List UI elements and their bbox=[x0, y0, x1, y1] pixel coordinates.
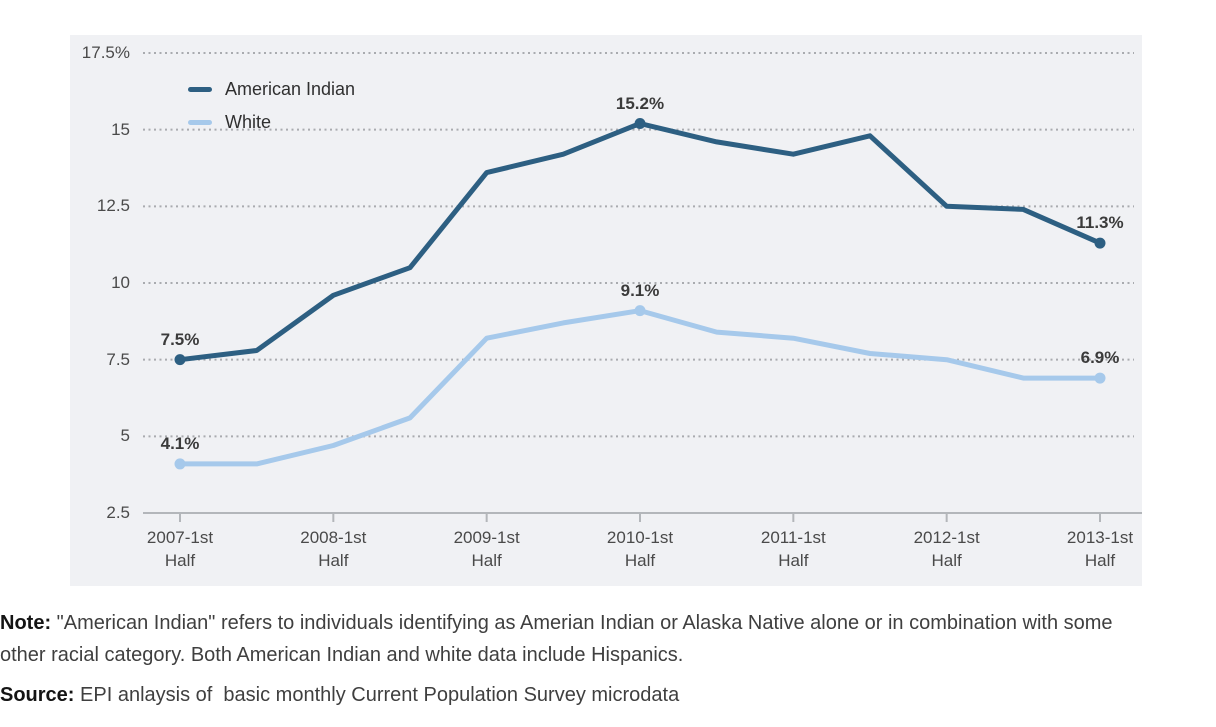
marker-american-indian-15.2%[interactable] bbox=[634, 118, 646, 130]
white-line-swatch bbox=[188, 120, 212, 125]
x-axis-label-2011-1st: 2011-1st Half bbox=[760, 528, 826, 570]
y-axis-label-5: 5 bbox=[120, 426, 130, 446]
y-axis-label-12.5: 12.5 bbox=[96, 196, 130, 216]
data-label-white-4.1%: 4.1% bbox=[160, 433, 200, 453]
y-axis-label-10: 10 bbox=[111, 273, 130, 292]
legend: American Indian White bbox=[188, 73, 355, 139]
note-label: Note: bbox=[0, 612, 52, 634]
marker-white-4.1%[interactable] bbox=[174, 458, 186, 470]
data-label-american-indian-11.3%: 11.3% bbox=[1076, 213, 1124, 233]
source-label: Source: bbox=[0, 684, 75, 706]
data-label-white-9.1%: 9.1% bbox=[620, 280, 660, 300]
chart-plot bbox=[143, 52, 1142, 522]
legend-item-white[interactable]: White bbox=[188, 106, 355, 139]
marker-white-9.1%[interactable] bbox=[634, 305, 646, 317]
chart-panel: American Indian White 17.5% 15 12.5 10 7.5 5 2… bbox=[70, 35, 1142, 586]
y-axis-label-17.5: 17.5% bbox=[81, 43, 130, 62]
x-axis-label-2008-1st: 2008-1st Half bbox=[300, 528, 367, 570]
y-axis-label-15: 15 bbox=[111, 119, 130, 139]
data-label-american-indian-15.2%: 15.2% bbox=[615, 93, 665, 113]
x-axis-label-2007-1st: 2007-1st Half bbox=[146, 528, 214, 570]
marker-american-indian-7.5%[interactable] bbox=[174, 354, 186, 366]
marker-white-6.9%[interactable] bbox=[1094, 372, 1106, 384]
x-axis-label-2013-1st: 2013-1st Half bbox=[1066, 528, 1134, 570]
y-axis-label-7.5: 7.5 bbox=[106, 349, 130, 369]
legend-item-american-indian[interactable]: American Indian bbox=[188, 73, 355, 106]
legend-label-white: White bbox=[225, 112, 272, 132]
note-text: Note: "American Indian" refers to indivi… bbox=[0, 612, 1113, 666]
series-line-white bbox=[177, 308, 1103, 467]
legend-label-american-indian: American Indian bbox=[225, 79, 356, 99]
series-line-american-indian bbox=[177, 121, 1103, 363]
marker-american-indian-11.3%[interactable] bbox=[1094, 237, 1106, 249]
american-indian-line-swatch bbox=[188, 87, 212, 92]
x-axis-label-2012-1st: 2012-1st Half bbox=[913, 528, 980, 570]
source-text: Source: EPI anlaysis of basic monthly Cu… bbox=[0, 684, 680, 706]
y-axis-label-2.5: 2.5 bbox=[106, 503, 130, 522]
x-axis-label-2009-1st: 2009-1st Half bbox=[453, 528, 520, 570]
x-axis-label-2010-1st: 2010-1st Half bbox=[606, 528, 674, 570]
data-label-american-indian-7.5%: 7.5% bbox=[160, 329, 200, 349]
data-label-white-6.9%: 6.9% bbox=[1080, 348, 1120, 368]
